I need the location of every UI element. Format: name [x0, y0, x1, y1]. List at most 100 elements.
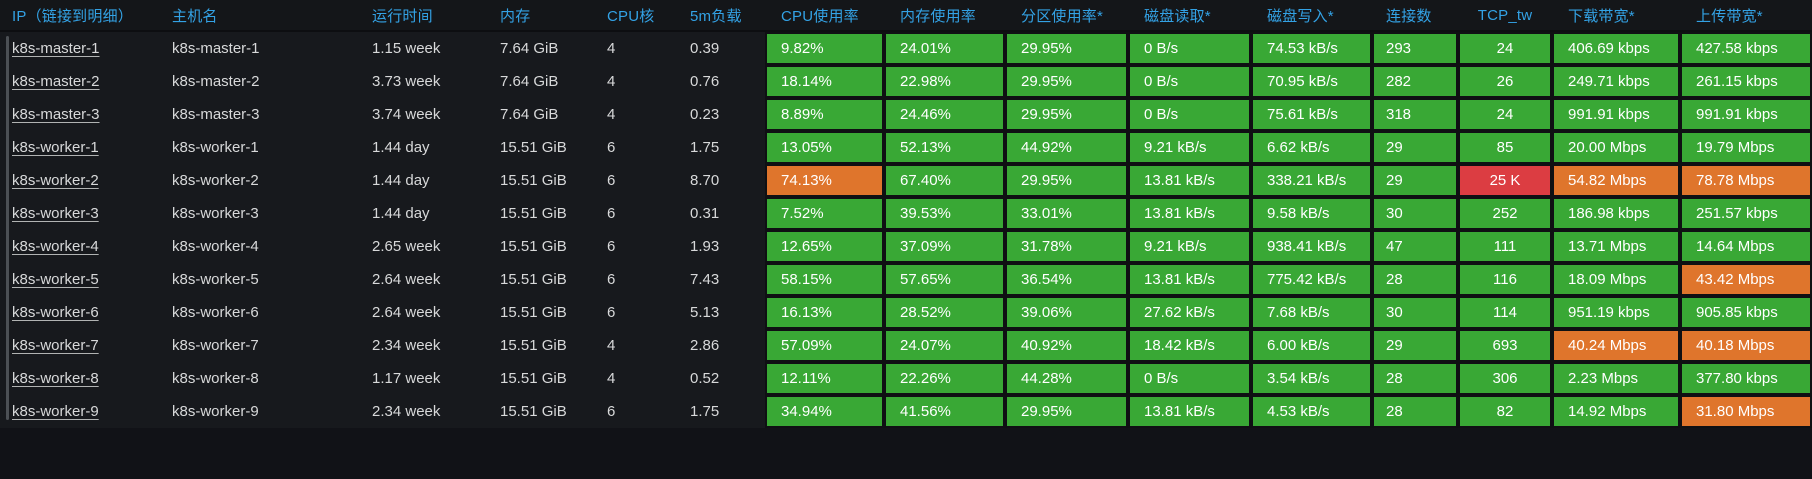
cell-upload: 377.80 kbps	[1680, 362, 1812, 395]
ip-detail-link[interactable]: k8s-worker-8	[12, 370, 99, 387]
cell-load5m: 0.76	[690, 73, 720, 90]
column-header-cores[interactable]: CPU核	[607, 7, 655, 25]
cell-ip: k8s-master-3	[0, 98, 160, 131]
cell-disk_read: 27.62 kB/s	[1128, 296, 1251, 329]
cell-download: 54.82 Mbps	[1552, 164, 1680, 197]
table-row-k8s-master-2: k8s-master-2 k8s-master-2 3.73 week 7.64 Gi…	[0, 65, 1812, 98]
ip-detail-link[interactable]: k8s-worker-5	[12, 271, 99, 288]
vertical-scrollbar[interactable]	[6, 36, 9, 420]
cell-load5m: 1.93	[690, 238, 720, 255]
cell-disk_write: 6.00 kB/s	[1251, 329, 1372, 362]
cell-memory: 7.64 GiB	[500, 73, 559, 90]
ip-detail-link[interactable]: k8s-worker-1	[12, 139, 99, 156]
cell-partition_usage: 39.06%	[1005, 296, 1128, 329]
cell-load5m: 0.31	[690, 205, 720, 222]
ip-detail-link[interactable]: k8s-worker-4	[12, 238, 99, 255]
cell-uptime: 3.74 week	[372, 106, 441, 123]
cell-disk_read: 0 B/s	[1128, 32, 1251, 65]
cell-ip: k8s-master-2	[0, 65, 160, 98]
ip-detail-link[interactable]: k8s-worker-7	[12, 337, 99, 354]
cell-uptime: 2.34 week	[372, 337, 441, 354]
cell-tcp_tw: 111	[1458, 230, 1552, 263]
table-row-k8s-worker-9: k8s-worker-9 k8s-worker-9 2.34 week 15.51 G…	[0, 395, 1812, 428]
cell-disk_write: 7.68 kB/s	[1251, 296, 1372, 329]
ip-detail-link[interactable]: k8s-worker-9	[12, 403, 99, 420]
column-header-disk_read[interactable]: 磁盘读取*	[1144, 7, 1211, 25]
table-row-k8s-worker-1: k8s-worker-1 k8s-worker-1 1.44 day 15.51 Gi…	[0, 131, 1812, 164]
column-header-download[interactable]: 下载带宽*	[1568, 7, 1635, 25]
cell-mem_usage: 57.65%	[884, 263, 1005, 296]
cell-partition_usage: 29.95%	[1005, 32, 1128, 65]
cell-cpu_usage: 12.65%	[765, 230, 884, 263]
cell-memory: 15.51 GiB	[500, 304, 567, 321]
cell-mem_usage: 24.01%	[884, 32, 1005, 65]
table-body: k8s-master-1 k8s-master-1 1.15 week 7.64 Gi…	[0, 32, 1812, 428]
cell-uptime: 1.17 week	[372, 370, 441, 387]
column-header-connections[interactable]: 连接数	[1386, 7, 1432, 25]
column-header-ip[interactable]: IP（链接到明细）	[12, 7, 133, 25]
ip-detail-link[interactable]: k8s-worker-3	[12, 205, 99, 222]
column-header-disk_write[interactable]: 磁盘写入*	[1267, 7, 1334, 25]
cell-memory: 15.51 GiB	[500, 238, 567, 255]
cell-mem_usage: 22.98%	[884, 65, 1005, 98]
cell-uptime: 2.64 week	[372, 304, 441, 321]
cell-partition_usage: 40.92%	[1005, 329, 1128, 362]
cell-cpu_usage: 58.15%	[765, 263, 884, 296]
ip-detail-link[interactable]: k8s-worker-2	[12, 172, 99, 189]
ip-detail-link[interactable]: k8s-worker-6	[12, 304, 99, 321]
cell-cpu_usage: 57.09%	[765, 329, 884, 362]
cell-tcp_tw: 693	[1458, 329, 1552, 362]
cell-connections: 28	[1372, 362, 1458, 395]
cell-upload: 19.79 Mbps	[1680, 131, 1812, 164]
cell-cores: 4	[607, 73, 616, 90]
cell-memory: 15.51 GiB	[500, 370, 567, 387]
cell-cpu_usage: 9.82%	[765, 32, 884, 65]
cell-download: 406.69 kbps	[1552, 32, 1680, 65]
cell-disk_write: 75.61 kB/s	[1251, 98, 1372, 131]
cell-connections: 28	[1372, 263, 1458, 296]
cell-download: 951.19 kbps	[1552, 296, 1680, 329]
cell-ip: k8s-master-1	[0, 32, 160, 65]
cell-partition_usage: 29.95%	[1005, 164, 1128, 197]
table-row-k8s-worker-2: k8s-worker-2 k8s-worker-2 1.44 day 15.51 Gi…	[0, 164, 1812, 197]
cell-disk_read: 0 B/s	[1128, 65, 1251, 98]
cell-cores: 6	[607, 172, 616, 189]
cell-connections: 29	[1372, 131, 1458, 164]
cell-disk_write: 3.54 kB/s	[1251, 362, 1372, 395]
column-header-mem_usage[interactable]: 内存使用率	[900, 7, 977, 25]
cell-connections: 30	[1372, 296, 1458, 329]
column-header-upload[interactable]: 上传带宽*	[1696, 7, 1763, 25]
cell-connections: 30	[1372, 197, 1458, 230]
cell-hostname: k8s-master-3	[172, 106, 260, 123]
cell-ip: k8s-worker-5	[0, 263, 160, 296]
cell-disk_read: 13.81 kB/s	[1128, 197, 1251, 230]
cell-load5m: 0.39	[690, 40, 720, 57]
cell-tcp_tw: 24	[1458, 32, 1552, 65]
cell-mem_usage: 22.26%	[884, 362, 1005, 395]
column-header-hostname[interactable]: 主机名	[172, 7, 218, 25]
column-header-uptime[interactable]: 运行时间	[372, 7, 433, 25]
ip-detail-link[interactable]: k8s-master-1	[12, 40, 100, 57]
cell-upload: 905.85 kbps	[1680, 296, 1812, 329]
column-header-cpu_usage[interactable]: CPU使用率	[781, 7, 859, 25]
cell-tcp_tw: 82	[1458, 395, 1552, 428]
cell-connections: 282	[1372, 65, 1458, 98]
ip-detail-link[interactable]: k8s-master-2	[12, 73, 100, 90]
column-header-memory[interactable]: 内存	[500, 7, 531, 25]
column-header-load5m[interactable]: 5m负载	[690, 7, 742, 25]
cell-hostname: k8s-worker-6	[172, 304, 259, 321]
cell-download: 14.92 Mbps	[1552, 395, 1680, 428]
table-header-row: IP（链接到明细） 主机名 运行时间 内存 CPU核 5m负载 CPU使用率 内存使用率 分区使…	[0, 0, 1812, 32]
cell-disk_read: 0 B/s	[1128, 362, 1251, 395]
ip-detail-link[interactable]: k8s-master-3	[12, 106, 100, 123]
cell-disk_read: 13.81 kB/s	[1128, 263, 1251, 296]
cell-upload: 14.64 Mbps	[1680, 230, 1812, 263]
cell-disk_read: 18.42 kB/s	[1128, 329, 1251, 362]
cell-upload: 40.18 Mbps	[1680, 329, 1812, 362]
cell-cores: 4	[607, 337, 616, 354]
column-header-tcp_tw[interactable]: TCP_tw	[1477, 6, 1533, 24]
cell-partition_usage: 44.92%	[1005, 131, 1128, 164]
column-header-partition_usage[interactable]: 分区使用率*	[1021, 7, 1104, 25]
cell-uptime: 2.34 week	[372, 403, 441, 420]
cell-cores: 6	[607, 403, 616, 420]
